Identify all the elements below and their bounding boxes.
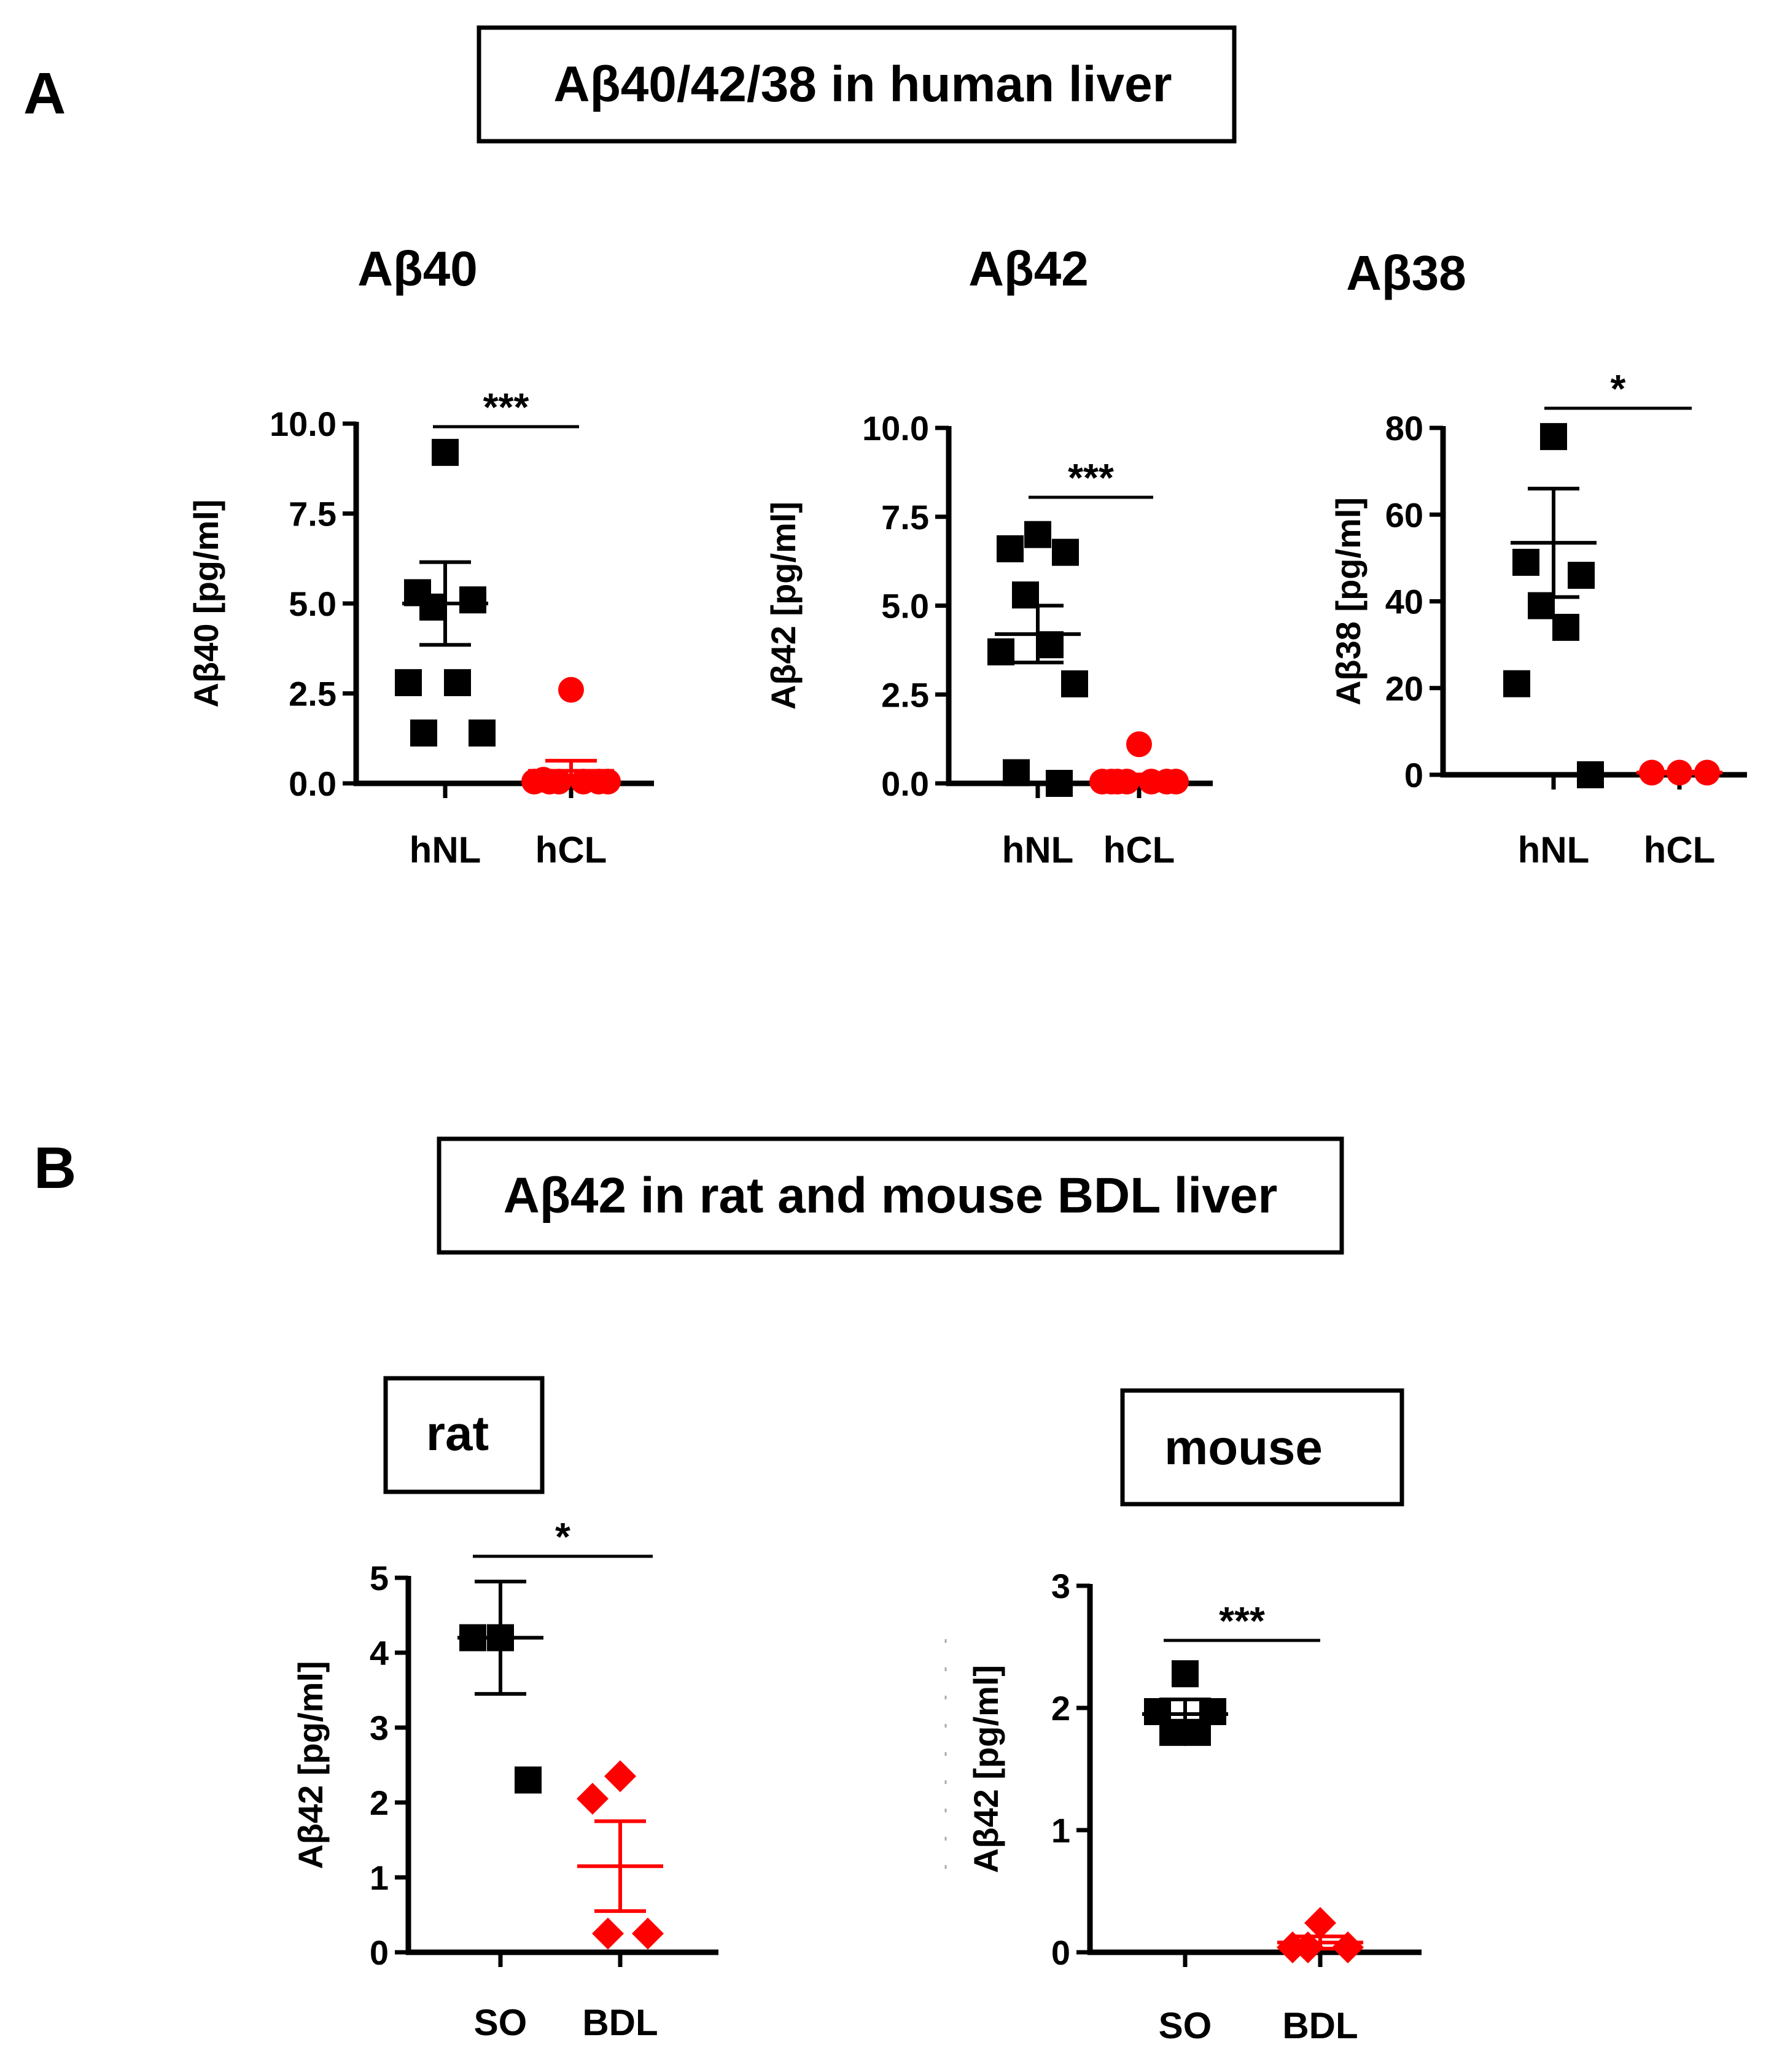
y-tick-label: 1 <box>370 1858 389 1897</box>
data-point-hNL <box>987 638 1014 665</box>
data-point-SO <box>1159 1718 1186 1746</box>
data-point-SO <box>1184 1718 1211 1746</box>
y-tick-label: 1 <box>1051 1811 1070 1850</box>
data-point-hNL <box>459 586 486 614</box>
data-point-BDL <box>577 1782 609 1815</box>
significance-label: *** <box>1219 1599 1265 1643</box>
x-tick-label: hCL <box>1103 829 1175 871</box>
data-point-hNL <box>1046 770 1073 797</box>
panel-a-letter: A <box>23 61 66 126</box>
y-tick-label: 5.0 <box>289 584 337 623</box>
data-point-hNL <box>395 669 422 696</box>
y-tick-label: 10.0 <box>270 405 337 443</box>
chart-a38: 0 20 40 60 80 Aβ38 [pg/ml] hNL hCL * <box>1329 367 1747 871</box>
y-tick-label: 7.5 <box>289 495 337 534</box>
y-tick-label: 80 <box>1385 409 1423 448</box>
y-tick-label: 40 <box>1385 583 1423 621</box>
chart-rat: 0 1 2 3 4 5 Aβ42 [pg/ml] SO BDL * <box>291 1515 718 2043</box>
data-point-hNL <box>1512 548 1539 576</box>
data-point-hNL <box>1540 423 1567 451</box>
data-point-hNL <box>1577 761 1604 788</box>
x-tick-label: hCL <box>535 829 607 871</box>
y-tick-label: 2.5 <box>881 675 929 714</box>
y-tick-label: 5 <box>370 1559 389 1597</box>
y-axis-label: Aβ42 [pg/ml] <box>967 1665 1005 1873</box>
data-point-hNL <box>1568 562 1595 589</box>
y-tick-label: 7.5 <box>881 498 929 537</box>
data-point-SO <box>1172 1660 1199 1688</box>
data-point-BDL <box>632 1917 664 1950</box>
chart-mouse-heading-box <box>1120 1388 1404 1507</box>
data-point-BDL <box>604 1760 636 1793</box>
y-tick-label: 3 <box>370 1709 389 1747</box>
chart-a42-heading: Aβ42 <box>968 241 1089 296</box>
data-point-hNL <box>444 669 471 696</box>
data-point-BDL <box>1304 1907 1336 1939</box>
x-tick-label: BDL <box>1282 2005 1358 2046</box>
y-tick-label: 4 <box>370 1634 389 1672</box>
chart-a40: 0.0 2.5 5.0 7.5 10.0 Aβ40 [pg/ml] hNL hCL *** <box>187 385 654 871</box>
significance-label: *** <box>1068 456 1114 500</box>
data-point-SO <box>515 1766 542 1794</box>
significance-label: * <box>1611 367 1626 411</box>
data-point-hCL <box>595 769 621 795</box>
y-tick-label: 0 <box>1404 756 1423 794</box>
data-point-BDL <box>592 1917 624 1950</box>
y-tick-label: 2 <box>370 1783 389 1822</box>
x-tick-label: SO <box>1159 2005 1212 2046</box>
significance-label: *** <box>483 385 529 429</box>
x-tick-label: hNL <box>1518 829 1590 871</box>
data-point-hNL <box>432 438 459 466</box>
y-tick-label: 0 <box>370 1933 389 1972</box>
y-tick-label: 5.0 <box>881 587 929 626</box>
panel-b-title-box <box>437 1136 1344 1255</box>
panel-b-title: Aβ42 in rat and mouse BDL liver <box>504 1168 1278 1224</box>
y-axis-label: Aβ42 [pg/ml] <box>764 502 803 710</box>
y-tick-label: 0.0 <box>881 764 929 803</box>
x-tick-label: SO <box>474 2002 527 2043</box>
y-axis-label: Aβ38 [pg/ml] <box>1329 497 1368 705</box>
x-tick-label: hCL <box>1644 829 1716 871</box>
chart-mouse: 0 1 2 3 Aβ42 [pg/ml] SO BDL *** <box>967 1567 1422 2046</box>
y-axis-label: Aβ42 [pg/ml] <box>291 1661 330 1869</box>
data-point-hNL <box>1003 759 1030 786</box>
y-tick-label: 20 <box>1385 669 1423 708</box>
y-tick-label: 2 <box>1051 1689 1070 1728</box>
significance-label: * <box>555 1515 570 1559</box>
data-point-hNL <box>410 719 437 747</box>
data-point-hCL <box>1163 769 1189 795</box>
chart-a42: 0.0 2.5 5.0 7.5 10.0 Aβ42 [pg/ml] hNL hCL *** <box>764 409 1213 871</box>
chart-a40-heading: Aβ40 <box>357 241 478 296</box>
x-tick-label: hNL <box>410 829 481 871</box>
data-point-BDL <box>1332 1931 1364 1964</box>
x-tick-label: BDL <box>582 2002 658 2043</box>
data-point-hNL <box>997 535 1024 562</box>
data-point-hNL <box>1061 670 1088 697</box>
panel-b-letter: B <box>34 1135 76 1201</box>
panel-a-title: Aβ40/42/38 in human liver <box>553 56 1172 112</box>
y-tick-label: 60 <box>1385 495 1423 534</box>
chart-rat-heading: rat <box>426 1406 489 1461</box>
data-point-hNL <box>1503 670 1530 697</box>
data-point-hNL <box>1024 521 1051 548</box>
y-tick-label: 3 <box>1051 1567 1070 1605</box>
panel-a-title-box <box>477 25 1237 144</box>
y-tick-label: 2.5 <box>289 675 337 713</box>
data-point-hNL <box>419 593 446 621</box>
data-point-hNL <box>1552 613 1579 641</box>
data-point-hCL <box>1126 731 1152 758</box>
data-point-hNL <box>469 719 496 747</box>
chart-rat-heading-box <box>383 1376 545 1494</box>
y-tick-label: 0 <box>1051 1933 1070 1972</box>
y-tick-label: 0.0 <box>289 764 337 803</box>
y-tick-label: 10.0 <box>862 409 929 448</box>
data-point-hCL <box>558 677 584 703</box>
x-tick-label: hNL <box>1002 829 1074 871</box>
chart-mouse-heading: mouse <box>1164 1420 1323 1475</box>
chart-a38-heading: Aβ38 <box>1346 246 1466 300</box>
y-axis-label: Aβ40 [pg/ml] <box>187 499 225 707</box>
data-point-hNL <box>1052 538 1079 566</box>
